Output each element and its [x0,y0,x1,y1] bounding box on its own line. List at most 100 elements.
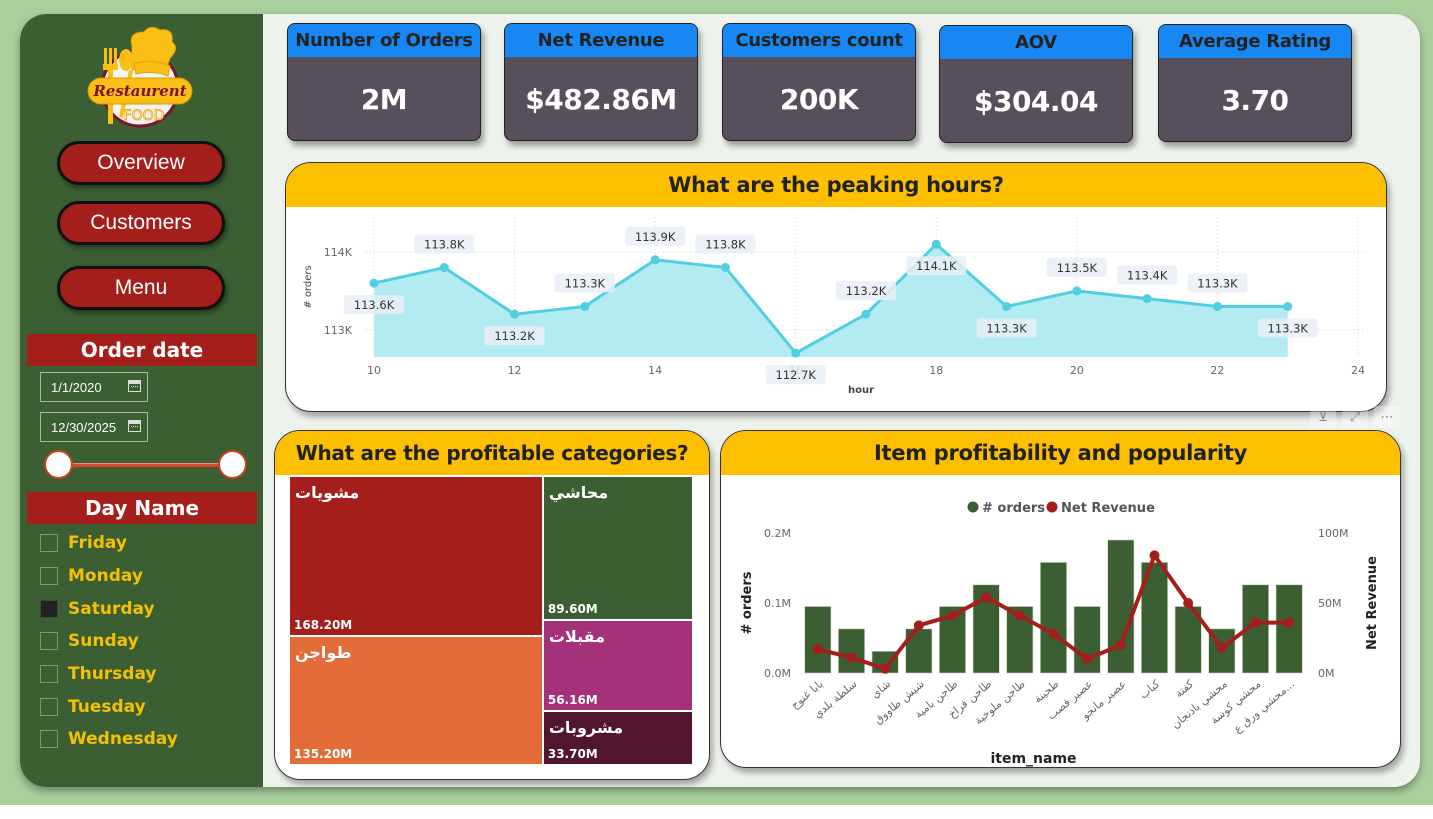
revenue-point[interactable] [1014,610,1025,621]
checkbox[interactable] [40,534,58,553]
data-point[interactable] [861,309,871,319]
revenue-point[interactable] [812,644,823,655]
data-point[interactable] [1212,301,1222,311]
item-profitability-combo-chart[interactable]: # orders Net Revenue 0.0M 0.1M 0.2M 0M 50M 100M… [721,475,1401,768]
day-option-thursday[interactable]: Thursday [40,658,178,691]
categories-treemap: مشويات 168.20M طواجن 135.20M محاشي 89.60M مقبل… [289,476,693,765]
orders-bar[interactable] [1040,562,1067,674]
day-option-sunday[interactable]: Sunday [40,625,178,658]
peak-hours-line-chart[interactable]: 1012141618202224113K114K# ordershour113.… [286,207,1387,412]
data-point[interactable] [791,348,801,358]
checkbox[interactable] [40,567,58,586]
data-point[interactable] [580,301,590,311]
sidebar: Restaurent FOOD Overview Customers Menu … [20,14,263,787]
revenue-point[interactable] [1183,598,1194,608]
data-point[interactable] [439,263,449,273]
end-date-input[interactable]: 12/30/2025 [40,412,148,442]
treemap-value-label: 89.60M [547,602,598,617]
right-y-tick-label: 0M [1318,667,1335,680]
data-label: 113.8K [705,238,746,252]
data-label: 113.3K [565,276,606,290]
day-label: Wednesday [68,729,178,750]
revenue-point[interactable] [1082,654,1093,664]
data-point[interactable] [1142,294,1152,304]
nav-overview-button[interactable]: Overview [57,141,225,185]
y-axis-title: # orders [303,265,314,308]
treemap-cell[interactable]: مقبلات 56.16M [542,620,693,711]
data-label: 113.2K [846,284,887,298]
revenue-point[interactable] [947,610,958,621]
nav-customers-button[interactable]: Customers [57,201,225,245]
orders-bar[interactable] [1275,584,1303,674]
data-point[interactable] [720,263,730,273]
data-point[interactable] [931,239,941,249]
treemap-cell[interactable]: محاشي 89.60M [542,476,693,621]
data-label: 113.8K [424,238,465,252]
kpi-value: $304.04 [973,84,1099,118]
nav-menu-button[interactable]: Menu [57,266,225,310]
revenue-point[interactable] [846,652,857,663]
data-point[interactable] [369,278,379,288]
treemap-cell[interactable]: مشويات 168.20M [289,476,543,637]
checkbox[interactable] [40,730,58,749]
orders-bar[interactable] [838,628,865,674]
kpi-value: 200K [779,82,859,116]
legend-revenue-label: Net Revenue [1061,501,1155,516]
date-range-end-handle[interactable] [218,450,247,479]
revenue-point[interactable] [1216,642,1227,653]
revenue-point[interactable] [1149,550,1160,561]
focus-mode-icon[interactable]: ⤢ [1342,406,1368,428]
revenue-point[interactable] [1048,628,1059,639]
chart-title: What are the profitable categories? [275,431,709,475]
day-option-monday[interactable]: Monday [40,560,178,593]
data-point[interactable] [650,255,660,265]
treemap-category-name: مشروبات [548,717,624,737]
revenue-point[interactable] [1284,617,1295,628]
checkbox[interactable] [40,632,58,651]
revenue-point[interactable] [1250,617,1261,628]
data-label-bg [414,234,475,254]
treemap-value-label: 33.70M [547,746,598,761]
day-option-friday[interactable]: Friday [40,527,178,560]
filter-icon[interactable]: ⊻ [1310,406,1336,428]
checkbox[interactable] [40,599,58,618]
day-option-tuesday[interactable]: Tuesday [40,690,178,723]
treemap-value-label: 135.20M [294,746,353,761]
calendar-icon[interactable] [128,420,141,432]
data-point[interactable] [1283,301,1293,311]
orders-bar[interactable] [1107,539,1135,674]
checkbox[interactable] [40,665,58,684]
more-options-icon[interactable]: ⋯ [1374,406,1400,428]
data-label-bg [1117,265,1178,285]
legend-orders-label: # orders [982,501,1045,516]
kpi-card-rating: Average Rating 3.70 [1158,24,1352,142]
day-option-wednesday[interactable]: Wednesday [40,723,178,756]
date-range-slider-track[interactable] [58,463,233,467]
calendar-icon[interactable] [128,380,141,392]
data-point[interactable] [1072,286,1082,296]
orders-bar[interactable] [804,606,832,674]
x-tick-label: 24 [1351,364,1365,377]
x-category-label: شاي [869,677,894,701]
report-canvas: Restaurent FOOD Overview Customers Menu … [20,14,1420,787]
checkbox[interactable] [40,697,58,716]
right-y-tick-label: 50M [1318,597,1342,610]
revenue-point[interactable] [1115,640,1126,650]
kpi-card-orders: Number of Orders 2M [287,23,481,141]
day-option-saturday[interactable]: Saturday [40,592,178,625]
x-tick-label: 12 [508,364,522,377]
data-point[interactable] [1002,301,1012,311]
revenue-point[interactable] [981,592,992,603]
svg-text:Restaurent: Restaurent [92,82,186,100]
revenue-point[interactable] [913,620,924,631]
treemap-cell[interactable]: مشروبات 33.70M [542,710,693,765]
treemap-cell[interactable]: طواجن 135.20M [289,636,543,765]
start-date-value: 1/1/2020 [51,379,102,395]
revenue-point[interactable] [880,663,891,674]
treemap-category-name: مشويات [295,483,360,502]
start-date-input[interactable]: 1/1/2020 [40,372,148,402]
day-label: Friday [68,533,127,554]
data-point[interactable] [510,309,520,319]
kpi-card-net-revenue: Net Revenue $482.86M [504,23,698,141]
date-range-start-handle[interactable] [44,450,73,479]
